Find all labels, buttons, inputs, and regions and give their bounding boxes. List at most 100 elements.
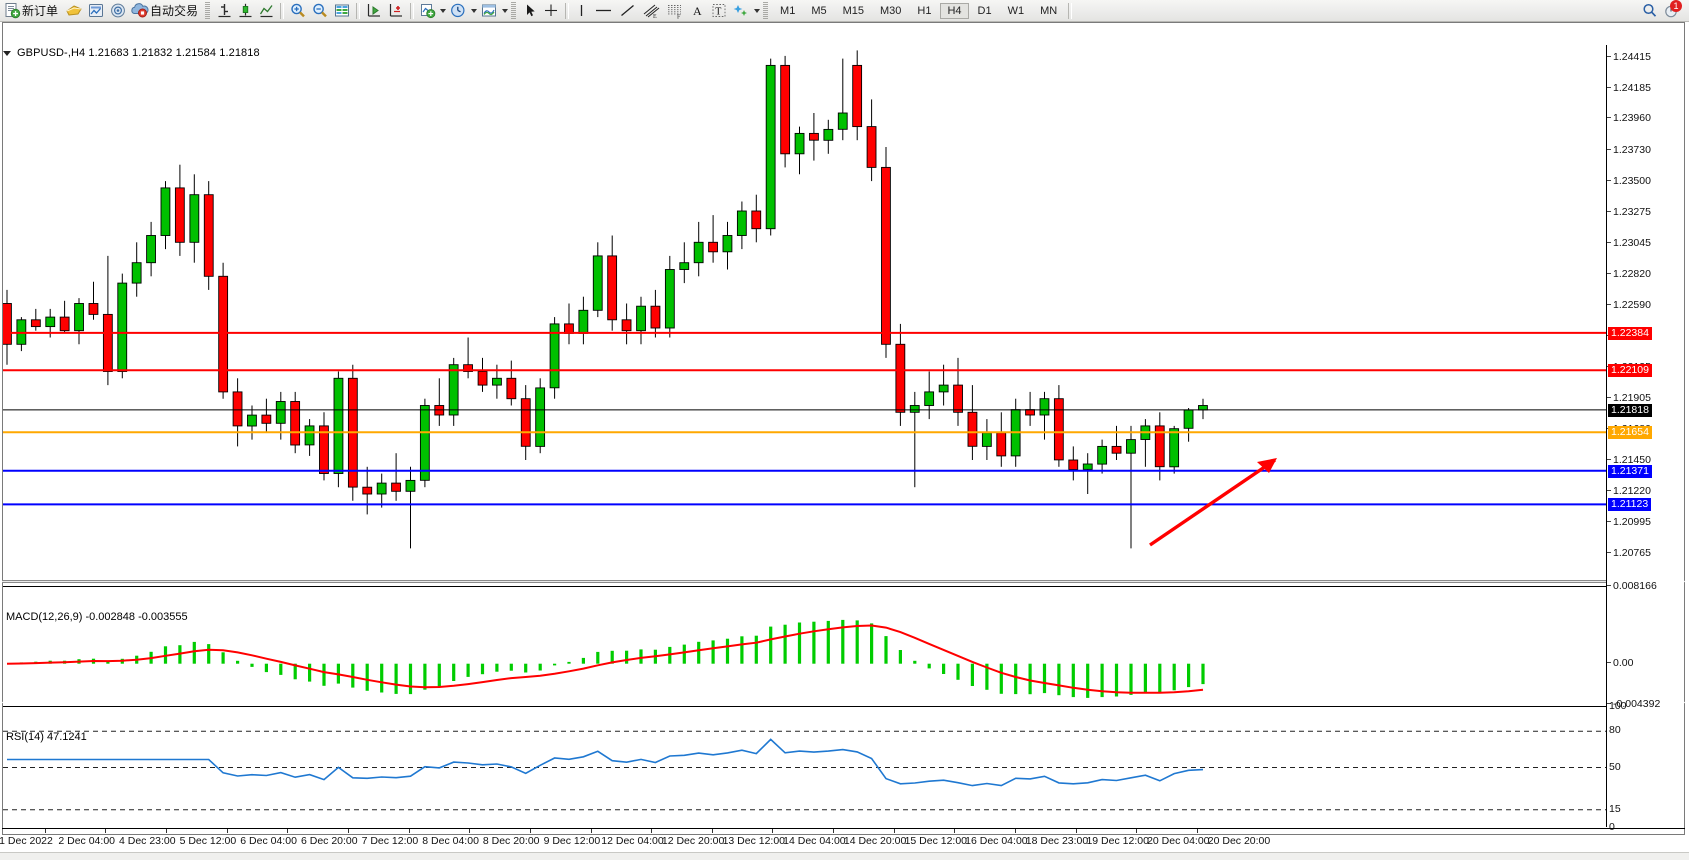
price-pane[interactable] [3,45,1606,562]
equidistant-channel-icon: E [643,4,660,19]
auto-trading-label: 自动交易 [150,4,199,18]
market-watch-button[interactable] [63,1,85,21]
indicators-dropdown-arrow[interactable] [438,2,447,20]
vertical-line-button[interactable] [572,1,591,21]
toolbar-grip-1[interactable] [205,1,211,20]
macd-pane[interactable] [3,586,1606,705]
period-button[interactable] [447,1,469,21]
timeframe-m5[interactable]: M5 [811,4,827,17]
timeframe-w1[interactable]: W1 [1007,4,1025,17]
line-chart-button[interactable] [256,1,277,21]
pane-separator-price-macd[interactable] [2,580,1685,583]
resistance-level-2[interactable]: 1.22109 [1608,364,1652,378]
current-price-label[interactable]: 1.21818 [1608,403,1652,417]
toolbar-separator [565,2,570,19]
time-scale[interactable]: 1 Dec 2022 2 Dec 04:00 4 Dec 23:00 5 Dec 12… [0,828,1685,858]
shapes-button[interactable] [730,1,752,21]
zoom-out-button[interactable] [309,1,331,21]
toolbar-grip-3[interactable] [763,1,769,20]
price-tick: 1.23275 [1607,206,1651,218]
svg-text:E: E [653,14,657,19]
templates-button[interactable] [478,1,500,21]
indicators-button[interactable] [417,1,438,21]
svg-text:T: T [715,6,721,17]
bar-chart-button[interactable] [214,1,235,21]
time-tick: 15 Dec 12:00 [904,835,968,847]
toolbar-separator [280,2,285,19]
time-tick-mark [1197,829,1198,833]
rsi-tick: 50 [1609,760,1621,773]
trendline-button[interactable] [616,1,639,21]
time-tick: 12 Dec 20:00 [661,835,725,847]
price-scale[interactable]: 1.24415 1.24185 1.23960 1.23730 1.23500 1.232… [1606,45,1684,833]
rsi-pane[interactable] [3,706,1606,828]
search-button[interactable] [1639,1,1661,21]
templates-dropdown-arrow[interactable] [500,2,509,20]
timeframe-m30[interactable]: M30 [880,4,902,17]
timeframe-h1[interactable]: H1 [917,4,932,17]
period-dropdown-arrow[interactable] [469,2,478,20]
toolbar-grip-2[interactable] [511,1,517,20]
shapes-dropdown-arrow[interactable] [752,2,761,20]
auto-scroll-button[interactable] [363,1,385,21]
time-tick-mark [347,829,349,833]
new-order-icon [5,3,21,19]
crosshair-button[interactable] [540,1,562,21]
time-tick: 2 Dec 04:00 [58,835,115,847]
status-bar [0,852,1689,860]
rsi-level-lines-group [3,730,1606,811]
timeframe-h4[interactable]: H4 [940,2,969,19]
time-tick-mark [469,829,471,833]
chart-shift-button[interactable] [385,1,407,21]
text-button[interactable]: A [687,1,708,21]
price-tick: 1.20765 [1607,547,1651,559]
chart-symbol-bar[interactable]: GBPUSD-,H4 1.21683 1.21832 1.21584 1.218… [3,46,260,60]
timeframe-mn[interactable]: MN [1040,4,1058,17]
toolbar-separator [356,2,361,19]
trend-arrow-annotation [1149,458,1277,547]
time-tick-mark [954,829,956,833]
data-window-button[interactable] [85,1,107,21]
timeframe-m1[interactable]: M1 [780,4,796,17]
zoom-in-button[interactable] [287,1,309,21]
macd-signal-line [6,624,1204,694]
text-icon: A [693,4,702,18]
time-tick: 14 Dec 04:00 [783,835,846,847]
cursor-button[interactable] [520,1,540,21]
time-tick: 20 Dec 20:00 [1207,835,1271,847]
pivot-level[interactable]: 1.21654 [1608,426,1652,440]
candlestick-chart-button[interactable] [235,1,256,21]
time-tick-mark [1075,829,1077,833]
auto-trading-button[interactable]: 自动交易 [129,1,203,21]
new-order-button[interactable]: 新订单 [2,1,63,21]
rsi-label-text: RSI(14) 47.1241 [6,731,87,743]
time-tick: 6 Dec 20:00 [300,835,358,847]
timeframe-d1[interactable]: D1 [977,4,992,17]
chart-menu-caret-icon[interactable] [3,50,11,56]
price-tick: 1.23960 [1607,112,1651,124]
macd-tick: -0.004392 [1607,698,1660,710]
time-tick: 7 Dec 12:00 [361,835,419,847]
time-tick: 20 Dec 04:00 [1147,835,1210,847]
cursor-icon [527,4,535,17]
rsi-tick: 80 [1609,724,1621,737]
time-tick-mark [772,829,774,833]
timeframe-m15[interactable]: M15 [842,4,864,17]
navigator-button[interactable] [107,1,129,21]
trendline-icon [621,5,634,16]
alerts-button[interactable]: 1 [1661,0,1683,21]
time-tick: 14 Dec 20:00 [843,835,907,847]
support-level-2[interactable]: 1.21123 [1608,498,1652,512]
equidistant-channel-button[interactable]: E [639,1,663,21]
time-tick: 9 Dec 12:00 [543,835,601,847]
time-tick-mark [44,829,46,833]
resistance-level-1[interactable]: 1.22384 [1608,326,1652,340]
fibonacci-button[interactable]: F [663,1,687,21]
horizontal-line-button[interactable] [591,1,616,21]
data-grid-button[interactable] [331,1,353,21]
text-label-button[interactable]: T [708,1,730,21]
time-tick: 5 Dec 12:00 [179,835,237,847]
rsi-indicator-label: RSI(14) 47.1241 [6,731,87,743]
zoom-in-icon [291,3,305,18]
support-level-1[interactable]: 1.21371 [1608,464,1652,478]
